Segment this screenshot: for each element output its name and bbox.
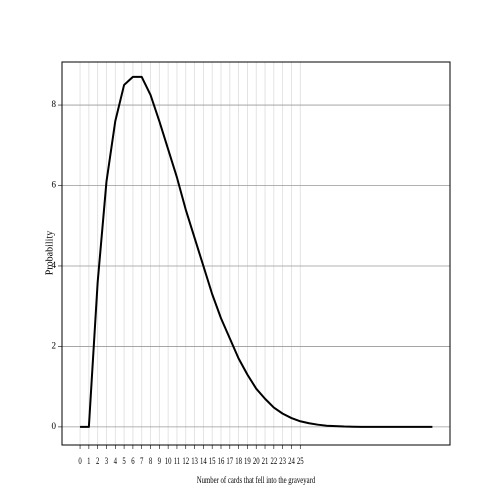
x-tick-label: 11 <box>174 456 181 466</box>
y-tick-label: 6 <box>52 180 57 190</box>
x-tick-label: 12 <box>182 456 189 466</box>
x-tick-label: 24 <box>288 456 295 466</box>
y-tick-label: 2 <box>52 340 57 350</box>
x-tick-label: 7 <box>140 456 143 466</box>
x-tick-label: 5 <box>122 456 125 466</box>
x-tick-label: 21 <box>262 456 269 466</box>
y-tick-label: 8 <box>52 99 57 109</box>
x-tick-label: 4 <box>114 456 117 466</box>
x-tick-label: 23 <box>279 456 286 466</box>
x-tick-label: 20 <box>253 456 260 466</box>
x-tick-label: 10 <box>165 456 172 466</box>
x-tick-label: 13 <box>191 456 198 466</box>
x-tick-label: 18 <box>235 456 242 466</box>
x-tick-label: 14 <box>200 456 207 466</box>
x-tick-label: 3 <box>105 456 108 466</box>
x-tick-label: 15 <box>209 456 216 466</box>
x-tick-label: 6 <box>131 456 134 466</box>
data-line <box>80 75 433 428</box>
x-tick-label: 0 <box>78 456 81 466</box>
y-tick-label: 0 <box>52 421 57 431</box>
x-tick-label: 1 <box>87 456 90 466</box>
y-axis-label: Probability <box>44 231 55 275</box>
x-tick-label: 2 <box>96 456 99 466</box>
x-tick-label: 25 <box>297 456 304 466</box>
x-tick-label: 17 <box>226 456 233 466</box>
x-tick-label: 8 <box>149 456 152 466</box>
x-axis-label: Number of cards that fell into the grave… <box>197 475 315 485</box>
x-tick-label: 22 <box>270 456 277 466</box>
x-tick-label: 16 <box>218 456 225 466</box>
plot-frame <box>61 61 451 446</box>
x-tick-label: 9 <box>158 456 161 466</box>
y-tick-label: 4 <box>52 260 57 270</box>
x-tick-label: 19 <box>244 456 251 466</box>
